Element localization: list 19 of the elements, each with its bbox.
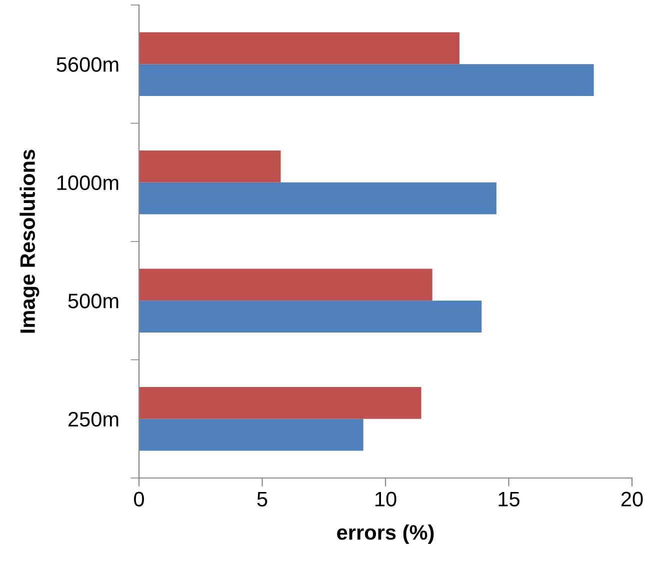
bar	[139, 32, 460, 64]
y-tick-label: 250m	[68, 412, 118, 427]
x-axis-title: errors (%)	[337, 524, 434, 544]
bar	[139, 418, 364, 451]
bar	[139, 386, 422, 419]
y-tick-label: 1000m	[57, 175, 118, 190]
y-tick-label: 500m	[68, 294, 118, 308]
x-tick-label: 20	[621, 492, 643, 506]
bar	[139, 268, 432, 301]
x-tick-label: 5	[257, 492, 268, 506]
bar	[139, 300, 482, 333]
x-tick-label: 10	[376, 492, 396, 506]
y-axis-title: Image Resolutions	[20, 150, 40, 333]
bar	[139, 150, 281, 182]
bar	[139, 182, 496, 214]
x-tick-label: 15	[498, 492, 520, 506]
bar	[139, 64, 594, 96]
x-tick-label: 0	[134, 492, 144, 506]
y-tick-label: 5600m	[56, 57, 118, 72]
